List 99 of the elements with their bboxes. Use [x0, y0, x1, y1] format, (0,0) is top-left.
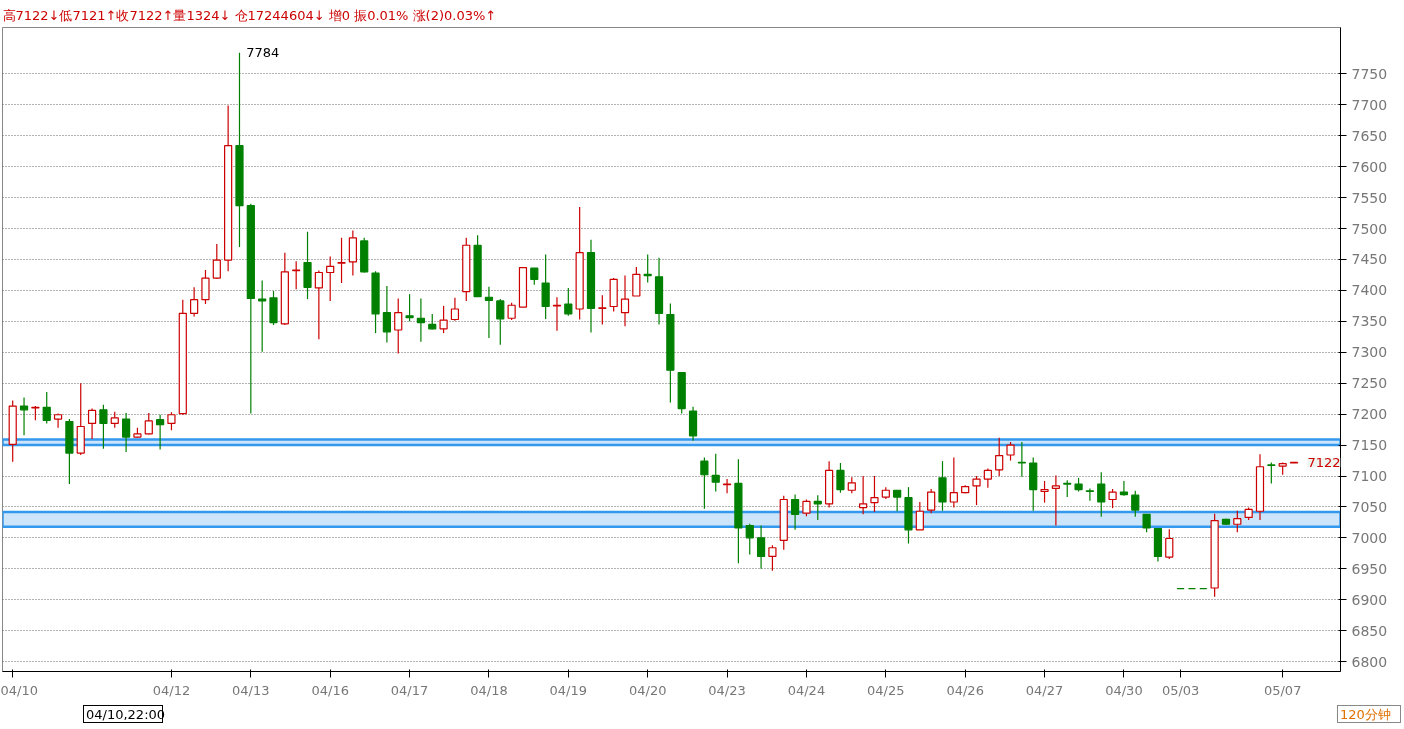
y-tick-label: 7400: [1351, 282, 1388, 299]
x-tick-label: 04/17: [390, 682, 429, 698]
candlestick: [53, 412, 63, 429]
candlestick: [1119, 480, 1129, 497]
candlestick: [700, 456, 709, 510]
candlestick: [745, 523, 754, 556]
candlestick: [1051, 474, 1061, 527]
candlestick: [859, 475, 868, 515]
candlestick: [756, 524, 766, 570]
candlestick: [496, 298, 505, 346]
candlestick: [620, 274, 630, 327]
candlestick: [450, 297, 460, 322]
candlestick: [1267, 461, 1276, 485]
candlestick: [99, 404, 108, 450]
x-tick-label: 04/19: [549, 682, 588, 698]
candlestick: [1165, 528, 1174, 560]
x-tick-label: 05/07: [1263, 682, 1302, 698]
annotation: 7784: [246, 45, 280, 61]
candlestick: [1006, 441, 1015, 462]
text: 7122: [1307, 454, 1341, 470]
x-tick-label: 04/25: [867, 682, 905, 698]
candlestick: [87, 407, 97, 440]
candlestick: [337, 237, 346, 284]
candlestick: [405, 293, 414, 322]
y-tick-label: 7000: [1351, 529, 1388, 546]
candlestick: [711, 453, 720, 493]
candlestick: [212, 243, 221, 280]
x-tick-label: 04/26: [946, 682, 984, 698]
y-tick-label: 7600: [1351, 158, 1388, 175]
x-tick-label: 04/27: [1025, 682, 1064, 698]
candlestick: [564, 287, 573, 317]
candlestick: [19, 396, 29, 436]
x-tick-label: 04/10: [0, 682, 38, 698]
candlestick: [416, 297, 426, 343]
candlestick: [121, 412, 131, 453]
candlestick: [1233, 510, 1242, 533]
y-tick-label: 7750: [1351, 65, 1388, 82]
candlestick: [484, 286, 494, 339]
candlestick: [1085, 487, 1095, 502]
y-tick-label: 7650: [1351, 127, 1388, 144]
candlestick: [768, 544, 777, 572]
y-tick-label: 7300: [1351, 344, 1388, 361]
y-tick-label: 6950: [1351, 560, 1388, 577]
candlestick: [258, 279, 267, 353]
y-tick-label: 6850: [1351, 622, 1388, 639]
x-tick-label: 04/24: [787, 682, 826, 698]
x-tick-label: 04/12: [152, 682, 191, 698]
candlestick: [632, 266, 641, 297]
candlestick: [439, 305, 448, 334]
candlestick: [927, 488, 936, 514]
text: 120分钟: [1340, 706, 1391, 724]
y-tick-label: 6800: [1351, 653, 1388, 670]
candlestick: [598, 294, 607, 326]
candlestick: [870, 475, 879, 513]
chart-title: 高7122↓低7121↑收7122↑量1324↓ 仓17244604↓ 增0 振0.01% 涨(2)0.03%↑: [2, 7, 497, 23]
candlestick: [190, 286, 199, 317]
candlestick: [382, 285, 392, 343]
y-tick-label: 7200: [1351, 406, 1388, 423]
y-tick-label: 7100: [1351, 468, 1388, 485]
candlestick: [144, 412, 153, 436]
candlestick: [995, 437, 1004, 477]
candlestick: [541, 253, 550, 320]
candlestick: [201, 269, 210, 305]
candlestick: [1040, 480, 1049, 504]
candlestick: [915, 501, 924, 531]
candlestick: [394, 297, 403, 355]
y-tick-label: 7550: [1351, 189, 1388, 206]
candlestick: [1131, 490, 1140, 518]
candlestick: [983, 467, 992, 489]
candlestick: [314, 270, 323, 340]
y-tick-label: 7500: [1351, 220, 1388, 237]
candlestick: [1097, 471, 1106, 518]
x-tick-label: 04/13: [232, 682, 270, 698]
x-tick-label: 04/18: [470, 682, 508, 698]
y-tick-label: 7350: [1351, 313, 1388, 330]
candlestick: [1017, 441, 1026, 478]
candlestick: [722, 478, 732, 494]
y-tick-label: 6900: [1351, 591, 1388, 608]
x-tick-label: 04/16: [311, 682, 349, 698]
candlestick: [156, 414, 165, 451]
y-tick-label: 7150: [1351, 437, 1388, 454]
candlestick: [326, 255, 335, 302]
candlestick: [1108, 488, 1117, 509]
candlestick: [949, 456, 958, 509]
candlestick: [42, 391, 51, 425]
candlestick: [790, 493, 800, 531]
candlestick: [972, 475, 981, 506]
y-tick-label: 7450: [1351, 251, 1388, 268]
candlestick: [292, 260, 301, 290]
x-tick-label: 05/03: [1161, 682, 1200, 698]
y-tick-label: 7050: [1351, 498, 1388, 515]
y-tick-label: 7700: [1351, 96, 1388, 113]
x-tick-label: 04/23: [708, 682, 746, 698]
candlestick: [893, 489, 902, 512]
x-tick-label: 04/30: [1105, 682, 1143, 698]
candlestick: [836, 462, 845, 494]
candlestick: [552, 296, 562, 332]
y-tick-label: 7250: [1351, 375, 1388, 392]
x-tick-label: 04/20: [628, 682, 667, 698]
